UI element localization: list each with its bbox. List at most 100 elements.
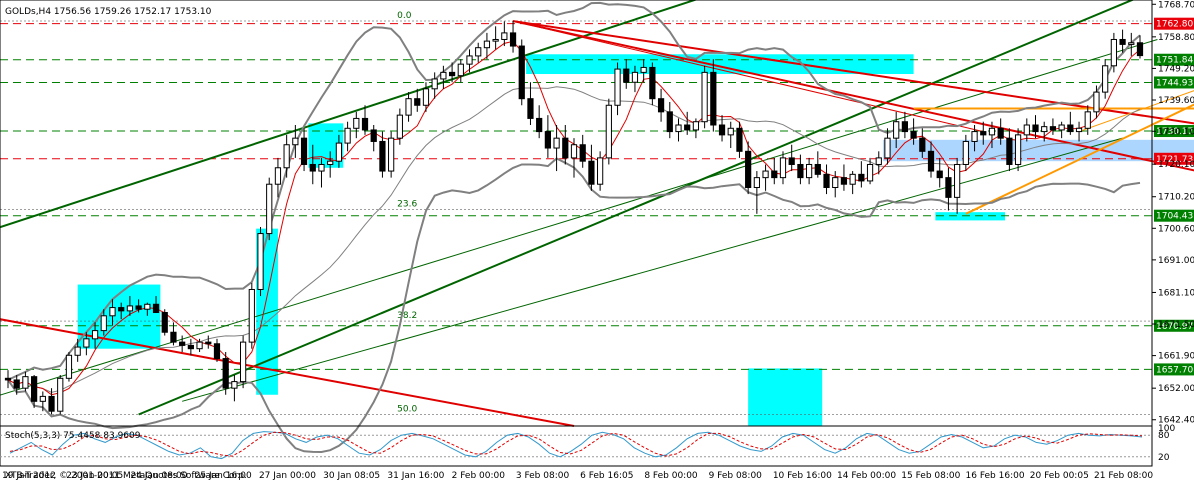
y-tick-label: 1642.40 xyxy=(1158,416,1194,426)
level-label-box xyxy=(1154,17,1194,30)
level-label: 1657.70 xyxy=(1156,365,1193,375)
level-label-box xyxy=(1154,152,1194,165)
x-tick-label: 20 Feb 00:05 xyxy=(1030,471,1089,481)
bear-candle xyxy=(1049,126,1057,131)
bull-candle xyxy=(570,144,578,159)
level-label-box xyxy=(1154,209,1194,222)
x-tick-label: 9 Feb 08:00 xyxy=(709,471,763,481)
bull-candle xyxy=(483,40,491,49)
stoch-tick-label: 20 xyxy=(1158,453,1170,463)
bear-candle xyxy=(48,395,55,412)
bull-candle xyxy=(849,173,856,185)
bull-candle xyxy=(57,377,64,412)
bear-candle xyxy=(980,131,987,136)
y-tick-label: 1739.60 xyxy=(1158,96,1194,106)
fibonacci-label: 23.6 xyxy=(397,200,417,210)
bear-candle xyxy=(518,45,525,100)
level-label: 1744.93 xyxy=(1156,78,1193,88)
highlight-zone xyxy=(77,284,161,349)
bull-candle xyxy=(753,177,760,189)
x-tick-label: 16 Feb 16:00 xyxy=(966,471,1025,481)
bear-candle xyxy=(161,312,168,333)
bull-candle xyxy=(597,157,604,185)
bear-candle xyxy=(945,177,952,198)
bull-candle xyxy=(396,114,403,139)
x-tick-label: 15 Feb 08:00 xyxy=(901,471,960,481)
stoch-tick-label: 100 xyxy=(1158,424,1175,434)
x-tick-label: 14 Feb 00:00 xyxy=(837,471,896,481)
y-tick-label: 1758.80 xyxy=(1158,33,1194,43)
bull-candle xyxy=(274,167,282,185)
bull-candle xyxy=(779,157,787,179)
bull-candle xyxy=(631,71,639,83)
bull-candle xyxy=(675,124,682,133)
bull-candle xyxy=(431,78,438,90)
bull-candle xyxy=(701,71,708,123)
stoch-signal-line xyxy=(9,431,1143,457)
y-tick-label: 1749.20 xyxy=(1158,64,1194,74)
upper-band xyxy=(7,1,1141,381)
bear-candle xyxy=(448,71,456,77)
bear-candle xyxy=(684,124,691,131)
bull-candle xyxy=(196,341,203,350)
bull-candle xyxy=(1075,127,1083,133)
bear-candle xyxy=(222,358,229,389)
bear-candle xyxy=(919,137,926,152)
bull-candle xyxy=(457,63,464,77)
bear-candle xyxy=(588,160,595,185)
bull-candle xyxy=(144,303,151,310)
bear-candle xyxy=(300,137,308,165)
bear-candle xyxy=(187,344,194,350)
bear-candle xyxy=(901,121,909,133)
level-label: 1751.84 xyxy=(1156,56,1193,66)
bear-candle xyxy=(910,131,917,139)
bull-candle xyxy=(893,121,900,139)
y-tick-label: 1652.00 xyxy=(1158,384,1194,394)
level-label-box xyxy=(1154,363,1194,376)
bull-candle xyxy=(640,66,647,73)
bull-candle xyxy=(805,163,813,179)
bull-candle xyxy=(126,305,134,312)
bear-candle xyxy=(788,157,795,165)
bear-candle xyxy=(657,98,665,113)
bull-candle xyxy=(1014,134,1022,165)
bull-candle xyxy=(832,177,839,189)
bear-candle xyxy=(1032,124,1039,133)
y-tick-label: 1710.20 xyxy=(1158,193,1194,203)
x-tick-label: 27 Jan 00:00 xyxy=(259,471,316,481)
bull-candle xyxy=(553,137,560,149)
trend-line xyxy=(1078,90,1194,133)
bear-candle xyxy=(840,177,848,185)
bear-candle xyxy=(152,303,160,314)
bull-candle xyxy=(692,121,700,131)
x-tick-label: 2 Feb 00:00 xyxy=(452,471,506,481)
bull-candle xyxy=(65,354,73,379)
bull-candle xyxy=(971,131,978,142)
x-tick-label: 21 Feb 08:00 xyxy=(1094,471,1153,481)
stochastic-plot-frame xyxy=(0,425,1153,467)
bear-candle xyxy=(370,129,377,142)
bull-candle xyxy=(318,163,325,172)
x-tick-label: 31 Jan 16:00 xyxy=(387,471,444,481)
bull-candle xyxy=(1041,126,1048,133)
bull-candle xyxy=(1102,65,1109,93)
bear-candle xyxy=(544,131,551,149)
bear-candle xyxy=(710,71,717,126)
bull-candle xyxy=(1128,42,1135,45)
bull-candle xyxy=(388,137,395,172)
bull-candle xyxy=(422,88,430,106)
x-tick-label: 24 Jan 08:00 xyxy=(130,471,187,481)
bull-candle xyxy=(962,140,969,165)
bull-candle xyxy=(91,330,99,340)
y-tick-label: 1700.60 xyxy=(1158,224,1194,234)
bear-candle xyxy=(562,137,569,159)
trend-line xyxy=(512,20,1194,172)
bull-candle xyxy=(866,163,874,182)
highlight-zone xyxy=(748,368,823,426)
bull-candle xyxy=(344,127,351,144)
bear-candle xyxy=(414,98,421,106)
bull-candle xyxy=(466,55,473,65)
